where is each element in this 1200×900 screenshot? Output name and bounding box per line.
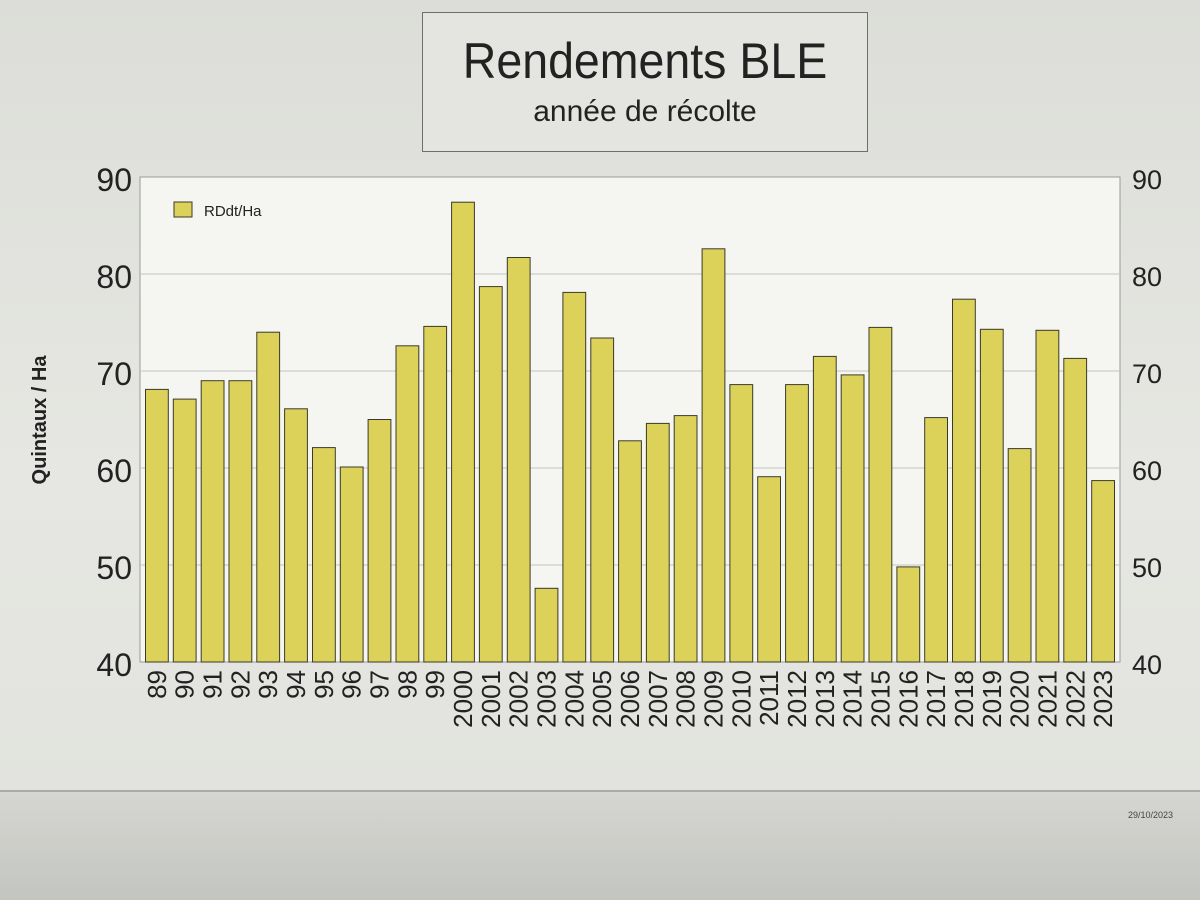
y-tick-label-left: 50	[96, 550, 132, 586]
bar-2009	[701, 248, 726, 663]
y-tick-label-left: 40	[96, 647, 132, 683]
x-tick-label-2019: 2019	[977, 670, 1007, 728]
x-tick-label-2018: 2018	[949, 670, 979, 728]
x-tick-label-2016: 2016	[893, 670, 923, 728]
slide-lower-margin	[0, 792, 1200, 900]
bar-2020	[1007, 448, 1032, 663]
bar-2015	[868, 326, 893, 663]
bar-2004	[562, 291, 587, 663]
x-tick-label-2017: 2017	[921, 670, 951, 728]
x-tick-label-2004: 2004	[559, 670, 589, 728]
bar-2012	[785, 384, 809, 663]
y-tick-label-left: 80	[96, 259, 132, 295]
bar-2000	[451, 201, 475, 663]
x-tick-label-2021: 2021	[1032, 670, 1062, 728]
x-tick-label-2013: 2013	[810, 670, 840, 728]
bar-97	[367, 419, 392, 663]
bar-2005	[590, 337, 615, 663]
bar-2023	[1091, 480, 1115, 663]
y-tick-label-right: 40	[1132, 650, 1162, 680]
bar-2017	[924, 417, 949, 663]
bar-91	[200, 380, 225, 663]
x-tick-label-2011: 2011	[754, 670, 784, 726]
x-tick-label-2012: 2012	[782, 670, 812, 728]
chart-title: Rendements BLE	[462, 33, 828, 89]
bar-2019	[979, 328, 1004, 663]
bar-2006	[618, 440, 642, 663]
x-tick-label-91: 91	[198, 670, 228, 699]
y-tick-label-right: 50	[1132, 553, 1162, 583]
bar-2018	[952, 298, 976, 663]
x-tick-label-2015: 2015	[866, 670, 896, 728]
bar-2013	[812, 355, 837, 663]
x-tick-label-97: 97	[365, 670, 395, 699]
y-tick-label-left: 70	[96, 356, 132, 392]
y-tick-label-left: 60	[96, 453, 132, 489]
x-tick-label-2001: 2001	[476, 670, 506, 728]
bar-95	[312, 447, 336, 663]
bar-99	[423, 325, 448, 663]
bar-2011	[757, 476, 782, 663]
bar-2010	[729, 384, 754, 663]
x-tick-label-2008: 2008	[671, 670, 701, 728]
bar-89	[145, 388, 169, 663]
y-axis-label: Quintaux / Ha	[29, 355, 51, 485]
footer-date: 29/10/2023	[1128, 810, 1174, 820]
y-tick-label-right: 80	[1132, 262, 1162, 292]
bar-2014	[840, 374, 865, 663]
bar-90	[172, 398, 197, 663]
bar-94	[284, 408, 308, 663]
x-tick-label-95: 95	[309, 670, 339, 699]
x-tick-label-89: 89	[142, 670, 172, 699]
chart-subtitle: année de récolte	[533, 95, 757, 128]
x-tick-label-92: 92	[225, 670, 255, 699]
bar-2001	[478, 286, 503, 663]
bar-98	[395, 345, 420, 663]
y-tick-label-right: 60	[1132, 456, 1162, 486]
x-tick-label-93: 93	[253, 670, 283, 699]
bar-2022	[1063, 357, 1088, 663]
chart-title-box: Rendements BLE année de récolte	[422, 12, 868, 152]
bar-2007	[645, 422, 670, 663]
legend-swatch	[173, 201, 193, 218]
x-tick-label-2006: 2006	[615, 670, 645, 728]
y-tick-label-right: 70	[1132, 359, 1162, 389]
bar-96	[339, 466, 364, 663]
x-tick-label-2005: 2005	[587, 670, 617, 728]
x-tick-label-2014: 2014	[838, 670, 868, 728]
bar-2002	[506, 257, 531, 663]
y-tick-label-left: 90	[96, 162, 132, 198]
legend-label: RDdt/Ha	[204, 203, 262, 220]
bar-2021	[1035, 329, 1060, 663]
x-tick-label-2009: 2009	[699, 670, 729, 728]
x-tick-label-2003: 2003	[532, 670, 562, 728]
bar-2008	[673, 415, 698, 663]
x-tick-label-99: 99	[420, 670, 450, 699]
x-tick-label-96: 96	[337, 670, 367, 699]
y-tick-label-right: 90	[1132, 165, 1162, 195]
x-tick-label-2007: 2007	[643, 670, 673, 728]
x-tick-label-2002: 2002	[504, 670, 534, 728]
bar-92	[228, 380, 253, 663]
x-tick-label-90: 90	[170, 670, 200, 699]
x-tick-label-2010: 2010	[726, 670, 756, 728]
x-tick-label-2023: 2023	[1088, 670, 1118, 728]
x-tick-label-2022: 2022	[1060, 670, 1090, 728]
bar-2016	[896, 566, 921, 663]
x-tick-label-2020: 2020	[1005, 670, 1035, 728]
x-tick-label-2000: 2000	[448, 670, 478, 728]
x-tick-label-98: 98	[392, 670, 422, 699]
x-tick-label-94: 94	[281, 670, 311, 699]
bar-2003	[534, 587, 559, 663]
bar-93	[256, 331, 281, 663]
